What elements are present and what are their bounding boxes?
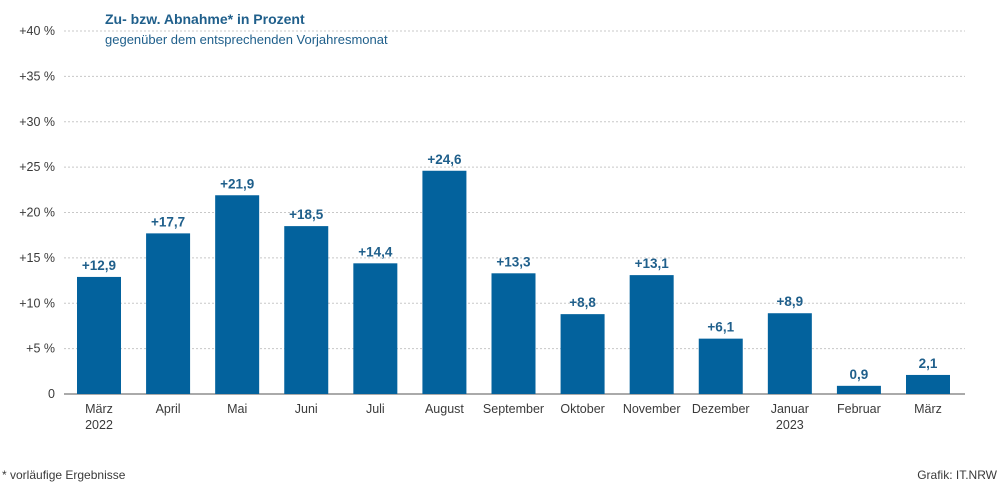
x-tick-label: März — [914, 402, 942, 416]
bar — [629, 275, 674, 394]
bar — [767, 313, 812, 394]
bar — [353, 263, 398, 394]
x-tick-label: Dezember — [692, 402, 750, 416]
data-label: +8,9 — [777, 294, 804, 309]
y-axis: 0 +5 % +10 % +15 % +20 % +25 % +30 % +35 % +40 % — [19, 24, 55, 401]
bar — [215, 195, 260, 394]
y-tick-label: +30 % — [19, 115, 55, 129]
data-label: +17,7 — [151, 214, 185, 229]
bar — [836, 385, 881, 394]
bar — [906, 374, 950, 394]
x-tick-label: Juli — [366, 402, 385, 416]
y-tick-label: +20 % — [19, 206, 55, 220]
data-label: +24,6 — [427, 152, 462, 167]
bar — [560, 314, 605, 394]
data-label: +6,1 — [707, 320, 734, 335]
data-label: 2,1 — [919, 356, 938, 371]
data-label: +18,5 — [289, 207, 324, 222]
bars — [77, 170, 950, 394]
x-tick-label: Mai — [227, 402, 247, 416]
y-tick-label: +15 % — [19, 251, 55, 265]
x-tick-label: 2022 — [85, 418, 113, 432]
x-tick-label: April — [156, 402, 181, 416]
data-label: +14,4 — [358, 244, 393, 259]
bar — [284, 226, 329, 394]
x-tick-label: Februar — [837, 402, 881, 416]
data-label: +13,1 — [635, 256, 670, 271]
bar — [698, 338, 743, 394]
chart-title: Zu- bzw. Abnahme* in Prozent — [105, 11, 305, 27]
x-tick-label: Januar — [771, 402, 809, 416]
source-credit: Grafik: IT.NRW — [917, 468, 997, 482]
x-tick-label: September — [483, 402, 544, 416]
chart-subtitle: gegenüber dem entsprechenden Vorjahresmo… — [105, 32, 388, 47]
data-label: 0,9 — [850, 367, 869, 382]
x-tick-label: 2023 — [776, 418, 804, 432]
y-tick-label: 0 — [48, 387, 55, 401]
y-tick-label: +10 % — [19, 296, 55, 310]
data-label: +12,9 — [82, 258, 116, 273]
data-label: +8,8 — [569, 295, 596, 310]
y-tick-label: +5 % — [26, 342, 55, 356]
bar — [422, 170, 467, 394]
x-tick-label: Oktober — [560, 402, 604, 416]
data-label: +21,9 — [220, 176, 254, 191]
x-tick-label: Juni — [295, 402, 318, 416]
footnote: * vorläufige Ergebnisse — [2, 468, 126, 482]
data-label: +13,3 — [496, 254, 531, 269]
y-tick-label: +40 % — [19, 24, 55, 38]
x-tick-label: November — [623, 402, 681, 416]
y-tick-label: +25 % — [19, 160, 55, 174]
x-tick-label: August — [425, 402, 464, 416]
x-tick-label: März — [85, 402, 113, 416]
bar — [146, 233, 191, 394]
data-labels: +12,9 +17,7 +21,9 +18,5 +14,4 +24,6 +13,3 +8,8 +… — [82, 152, 938, 382]
bar — [77, 276, 121, 394]
bar — [491, 273, 536, 394]
x-axis: März 2022 April Mai Juni Juli August September O… — [85, 402, 942, 432]
y-tick-label: +35 % — [19, 69, 55, 83]
